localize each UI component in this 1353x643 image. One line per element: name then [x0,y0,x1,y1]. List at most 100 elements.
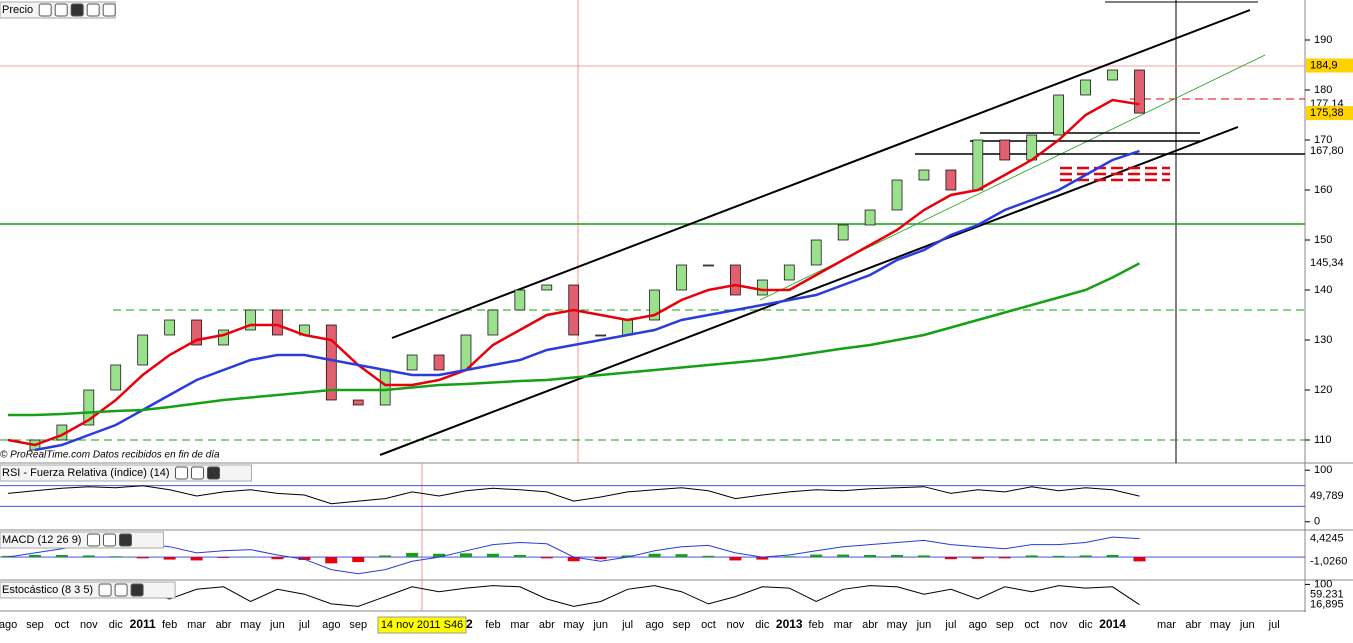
panel: 110120130140150160170180190184,9177,1417… [0,1,1353,452]
candle [1107,69,1118,81]
x-tick-label: jul [944,619,956,631]
x-tick-label: ago [322,619,340,631]
down-button[interactable] [86,3,100,17]
panel-title: MACD (12 26 9) [2,534,81,546]
candle [406,354,418,371]
candle [918,169,930,181]
y-tick-label: 160 [1314,184,1332,196]
close-button[interactable] [207,466,220,480]
x-tick-label: ago [0,619,17,631]
title-bg [0,464,252,482]
x-tick-label: sep [673,619,691,631]
value-badge-label: 49,789 [1310,490,1344,502]
settings-button[interactable] [38,3,52,17]
x-tick-label: nov [727,619,745,631]
window-button[interactable] [54,3,68,17]
y-tick-label: 140 [1314,284,1332,296]
candle [272,309,283,336]
y-tick-label: 170 [1314,134,1332,146]
candle [891,179,903,211]
histogram-bar [621,555,634,558]
histogram-bar [756,557,769,560]
candle [514,289,526,311]
histogram-bar [379,555,392,558]
value-badge [1306,58,1353,73]
x-tick-label: feb [809,619,824,631]
footer-note: © ProRealTime.com Datos recibidos en fin… [0,450,220,461]
window-button[interactable] [114,583,128,597]
histogram-bar [244,556,257,558]
candle [810,239,822,266]
candle [703,264,714,267]
candle [83,389,95,426]
histogram-bar [352,557,365,563]
close-button[interactable] [130,583,144,597]
histogram-bar [2,555,14,558]
x-tick-label: feb [485,619,500,631]
histogram-bar [864,555,877,558]
value-badge-label: 145,34 [1310,257,1344,269]
histogram-bar [702,555,715,558]
up-button[interactable] [102,3,116,17]
x-tick-label: may [240,619,261,631]
histogram-bar [325,557,338,564]
series-line [34,149,1140,452]
y-tick-label: 100 [1314,578,1332,590]
y-tick-label: 180 [1314,84,1332,96]
window-button[interactable] [191,466,204,480]
candle [730,264,741,296]
value-badge [1306,597,1353,612]
x-tick-label: may [563,619,584,631]
x-tick-label: oct [701,619,716,631]
panel-title: RSI - Fuerza Relativa (índice) (14) [2,467,170,479]
histogram-bar [136,557,149,559]
window-button[interactable] [102,533,116,547]
histogram-bar [190,557,203,561]
value-badge-label: 184,9 [1310,59,1338,71]
value-badge [1306,144,1353,158]
candle [1053,94,1065,136]
candle [352,399,364,406]
candle [218,329,229,346]
candle [756,279,768,296]
x-tick-label: nov [80,619,98,631]
candle [325,324,337,401]
x-tick-label: abr [216,619,232,631]
settings-button[interactable] [175,466,188,480]
histogram-bar [459,553,472,558]
x-tick-label: mar [834,619,853,631]
candle [864,209,876,226]
histogram-bar [998,557,1011,559]
x-tick-label: dic [109,619,124,631]
histogram-bar [783,556,796,558]
histogram-bar [917,555,930,558]
histogram-bar [28,555,41,558]
trend-line [379,126,1239,456]
candle [110,364,122,391]
y-tick-label: 190 [1314,34,1332,46]
candle [783,264,795,281]
x-tick-label: abr [862,619,878,631]
candle [972,139,984,191]
x-tick-label: mar [187,619,206,631]
histogram-bar [1052,555,1065,558]
histogram-bar [271,557,284,560]
x-tick-label: sep [26,619,44,631]
trend-line [391,9,1251,339]
histogram-bar [891,555,904,558]
close-button[interactable] [118,533,132,547]
histogram-bar [1025,555,1038,558]
x-tick-label: nov [1050,619,1068,631]
settings-button[interactable] [86,533,100,547]
histogram-bar [433,553,446,558]
value-badge [1306,256,1353,271]
value-badge-label: 59,231 [1310,588,1344,600]
series-line [7,485,1140,505]
settings-button[interactable] [98,583,112,597]
x-tick-label: oct [1024,619,1039,631]
x-tick-label: may [887,619,908,631]
close-button[interactable] [70,3,84,17]
drawings [0,0,1353,612]
x-tick-label: jul [621,619,633,631]
